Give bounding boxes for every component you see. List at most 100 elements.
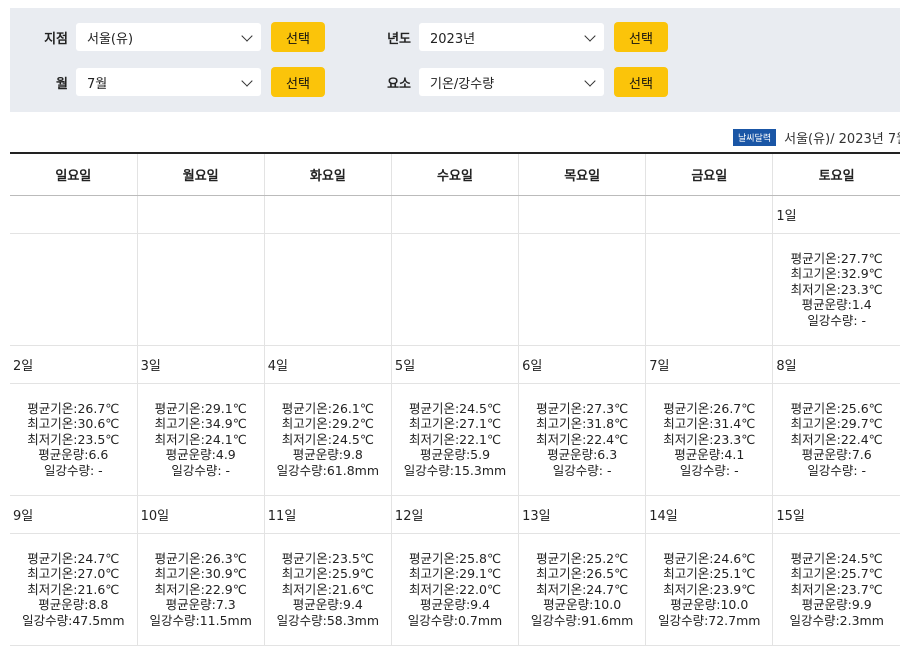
weather-calendar-badge: 날씨달력 — [733, 129, 777, 146]
year-label: 년도 — [387, 31, 411, 47]
element-select-button[interactable]: 선택 — [614, 67, 668, 97]
weather-stat-line: 최저기온:23.5℃ — [27, 431, 120, 447]
day-number-cell: 14일 — [645, 495, 774, 534]
weather-stat-line: 최저기온:21.6℃ — [281, 581, 374, 597]
weather-stat-line: 일강수량: - — [552, 462, 612, 478]
weather-stat-line: 일강수량: - — [171, 462, 231, 478]
chevron-down-icon — [584, 75, 596, 87]
element-select[interactable]: 기온/강수량 — [419, 68, 604, 96]
weather-stat-line: 평균기온:29.1℃ — [154, 400, 247, 416]
weather-stat-line: 최고기온:25.1℃ — [663, 566, 756, 582]
day-number-cell: 12일 — [391, 495, 520, 534]
month-filter-row: 월 7월 선택 — [10, 67, 325, 97]
weather-stat-line: 최저기온:24.1℃ — [154, 431, 247, 447]
weather-stat-line: 일강수량:15.3mm — [403, 462, 507, 478]
day-number-row: 1일 — [10, 195, 900, 234]
weather-stat-line: 평균운량:10.0 — [543, 597, 622, 613]
weather-stat-line: 평균기온:25.8℃ — [408, 550, 502, 566]
weather-data-cell: 평균기온:29.1℃ 최고기온:34.9℃ 최저기온:24.1℃ 평균운량:4.9 일강… — [137, 383, 265, 496]
weekday-header: 토요일 — [772, 153, 900, 196]
weather-data-cell: 평균기온:25.2℃ 최고기온:26.5℃ 최저기온:24.7℃ 평균운량:10.0 일… — [518, 533, 647, 646]
weather-stat-line: 최고기온:30.9℃ — [154, 566, 247, 582]
weekday-header: 일요일 — [10, 153, 138, 196]
month-select[interactable]: 7월 — [76, 68, 261, 96]
weather-stat-line: 최고기온:31.8℃ — [536, 416, 629, 432]
weather-stat-line: 최저기온:23.9℃ — [663, 581, 756, 597]
element-label: 요소 — [387, 76, 411, 92]
weather-stat-line: 최고기온:26.5℃ — [536, 566, 629, 582]
weather-data-cell: 평균기온:25.6℃ 최고기온:29.7℃ 최저기온:22.4℃ 평균운량:7.6 일강… — [772, 383, 900, 496]
weather-data-cell — [10, 233, 138, 346]
day-number-cell: 1일 — [772, 195, 900, 234]
day-number-cell: 15일 — [772, 495, 900, 534]
weather-stat-line: 평균운량:10.0 — [670, 597, 749, 613]
calendar-caption-text: 서울(유)/ 2023년 7월 — [784, 132, 900, 147]
weather-data-cell: 평균기온:25.8℃ 최고기온:29.1℃ 최저기온:22.0℃ 평균운량:9.4 일강… — [391, 533, 520, 646]
weather-stat-line: 최저기온:22.4℃ — [536, 431, 629, 447]
weather-stat-line: 최저기온:22.9℃ — [154, 581, 247, 597]
weekday-header: 화요일 — [264, 153, 392, 196]
weather-stat-line: 최고기온:25.7℃ — [790, 566, 883, 582]
weather-stat-line: 평균기온:23.5℃ — [281, 550, 374, 566]
weather-stat-line: 평균기온:26.7℃ — [27, 400, 120, 416]
station-select[interactable]: 서울(유) — [76, 23, 261, 51]
month-select-button[interactable]: 선택 — [271, 67, 325, 97]
weather-data-cell: 평균기온:24.5℃ 최고기온:25.7℃ 최저기온:23.7℃ 평균운량:9.9 일강… — [772, 533, 900, 646]
day-number-cell: 6일 — [518, 345, 647, 384]
weather-stat-line: 일강수량:58.3mm — [276, 612, 380, 628]
weather-stat-line: 평균기온:25.6℃ — [790, 400, 883, 416]
weather-stat-line: 최고기온:29.2℃ — [281, 416, 374, 432]
chevron-down-icon — [241, 30, 253, 42]
weather-data-cell: 평균기온:26.3℃ 최고기온:30.9℃ 최저기온:22.9℃ 평균운량:7.3 일강… — [137, 533, 265, 646]
weather-stat-line: 최저기온:24.5℃ — [281, 431, 374, 447]
weather-data-cell: 평균기온:24.6℃ 최고기온:25.1℃ 최저기온:23.9℃ 평균운량:10.0 일… — [645, 533, 774, 646]
weather-stat-line: 평균기온:26.7℃ — [663, 400, 756, 416]
day-number-row: 9일 10일 11일 12일 13일 14일 15일 — [10, 495, 900, 534]
weather-data-cell: 평균기온:24.7℃ 최고기온:27.0℃ 최저기온:21.6℃ 평균운량:8.8 일강… — [10, 533, 138, 646]
station-filter-row: 지점 서울(유) 선택 — [10, 22, 325, 52]
weather-stat-line: 최저기온:21.6℃ — [27, 581, 120, 597]
weather-stat-line: 평균운량:5.9 — [419, 447, 491, 463]
weather-stat-line: 최고기온:29.1℃ — [408, 566, 502, 582]
station-select-button[interactable]: 선택 — [271, 22, 325, 52]
weather-stat-line: 최고기온:30.6℃ — [27, 416, 120, 432]
weather-data-cell: 평균기온:27.3℃ 최고기온:31.8℃ 최저기온:22.4℃ 평균운량:6.3 일강… — [518, 383, 647, 496]
day-number-cell: 5일 — [391, 345, 520, 384]
weather-stat-line: 최저기온:22.4℃ — [790, 431, 883, 447]
day-number-row: 2일 3일 4일 5일 6일 7일 8일 — [10, 345, 900, 384]
year-select[interactable]: 2023년 — [419, 23, 604, 51]
weather-data-cell: 평균기온:24.5℃ 최고기온:27.1℃ 최저기온:22.1℃ 평균운량:5.9 일강… — [391, 383, 520, 496]
weather-stat-line: 평균운량:4.1 — [674, 447, 745, 463]
day-number-cell — [645, 195, 774, 234]
weather-stat-line: 일강수량: - — [679, 462, 739, 478]
weather-stat-line: 최고기온:27.1℃ — [408, 416, 502, 432]
month-select-value: 7월 — [87, 76, 108, 92]
weather-stat-line: 일강수량:2.3mm — [789, 612, 884, 628]
weather-stat-line: 평균운량:6.3 — [547, 447, 618, 463]
day-number-cell — [137, 195, 265, 234]
element-select-value: 기온/강수량 — [430, 76, 495, 92]
day-number-cell: 4일 — [264, 345, 392, 384]
weather-stat-line: 최고기온:34.9℃ — [154, 416, 247, 432]
year-select-button[interactable]: 선택 — [614, 22, 668, 52]
chevron-down-icon — [241, 75, 253, 87]
weather-stat-line: 평균운량:9.4 — [419, 597, 491, 613]
weather-stat-line: 평균기온:26.1℃ — [281, 400, 374, 416]
weather-data-cell — [645, 233, 774, 346]
weather-stat-line: 평균기온:27.3℃ — [536, 400, 629, 416]
day-number-cell — [518, 195, 647, 234]
day-number-cell: 11일 — [264, 495, 392, 534]
weather-stat-line: 평균운량:9.4 — [292, 597, 363, 613]
station-select-value: 서울(유) — [87, 31, 134, 47]
weather-data-cell: 평균기온:26.1℃ 최고기온:29.2℃ 최저기온:24.5℃ 평균운량:9.8 일강… — [264, 383, 392, 496]
weather-stat-line: 최저기온:22.1℃ — [408, 431, 502, 447]
weather-stat-line: 최고기온:27.0℃ — [27, 566, 120, 582]
weather-stat-line: 평균운량:9.9 — [801, 597, 872, 613]
day-number-cell: 3일 — [137, 345, 265, 384]
weather-data-cell: 평균기온:26.7℃ 최고기온:30.6℃ 최저기온:23.5℃ 평균운량:6.6 일강… — [10, 383, 138, 496]
weather-stat-line: 최고기온:32.9℃ — [790, 266, 883, 282]
chevron-down-icon — [584, 30, 596, 42]
weather-stat-line: 일강수량: - — [807, 312, 867, 328]
day-number-cell: 2일 — [10, 345, 138, 384]
filter-panel: 지점 서울(유) 선택 년도 2023년 선택 월 7월 선택 요소 기온/강수… — [10, 8, 900, 112]
